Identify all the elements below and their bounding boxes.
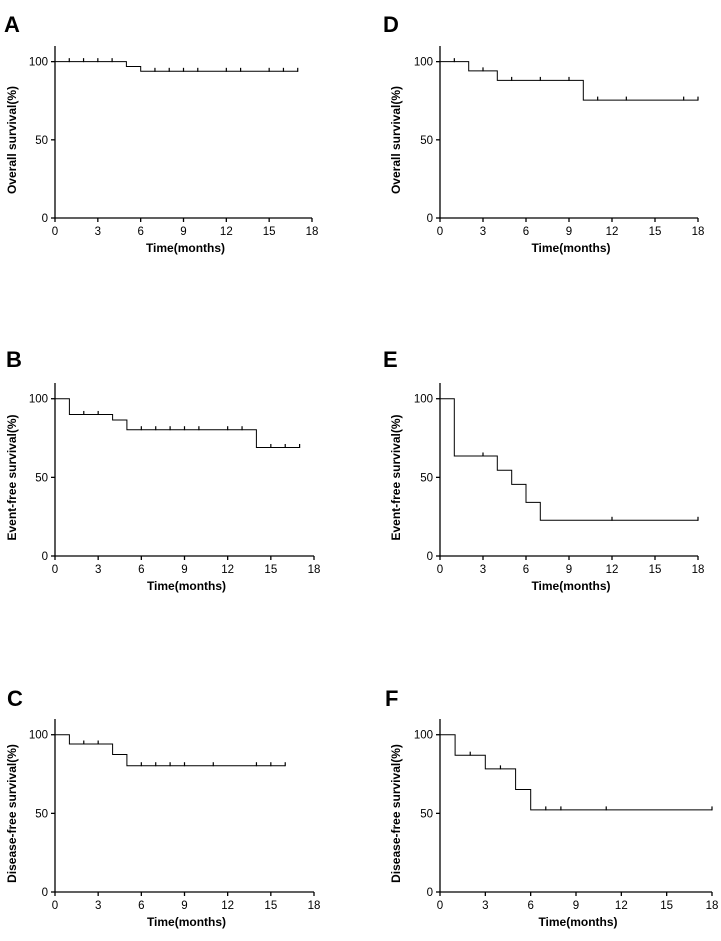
x-tick-label: 15 [264,564,277,576]
x-axis-title: Time(months) [147,915,226,929]
x-tick-label: 6 [137,226,143,238]
x-tick-label: 6 [527,900,533,912]
x-tick-label: 12 [221,900,234,912]
y-tick-label: 50 [420,808,433,820]
x-tick-label: 12 [615,900,628,912]
panel-letter: E [383,347,398,372]
y-axis-title: Event-free survival(%) [5,414,19,540]
x-tick-label: 15 [264,900,277,912]
y-tick-label: 100 [414,394,433,406]
x-tick-label: 12 [221,564,234,576]
y-tick-label: 100 [29,57,48,69]
y-axis-title: Disease-free survival(%) [389,744,403,883]
x-tick-label: 15 [263,226,276,238]
panel-letter: A [4,12,20,37]
x-tick-label: 0 [52,226,58,238]
chart-panel-f: F 0 3 6 9 12 15 18 0 50 100 Time(months) Disease-fre… [385,686,718,929]
y-tick-label: 0 [427,213,433,225]
panel-letter: F [385,686,398,711]
x-tick-label: 18 [692,564,705,576]
x-tick-label: 12 [220,226,233,238]
x-axis-title: Time(months) [531,579,610,593]
survival-curve [55,61,298,72]
y-axis-title: Disease-free survival(%) [5,744,19,883]
x-tick-label: 9 [566,564,572,576]
x-tick-label: 9 [180,226,186,238]
y-tick-label: 50 [35,808,48,820]
survival-curve [55,398,300,448]
survival-curve [440,398,698,521]
x-tick-label: 0 [437,900,443,912]
y-tick-label: 50 [35,135,48,147]
panel-letter: B [6,347,22,372]
x-tick-label: 15 [649,564,662,576]
x-tick-label: 3 [480,226,486,238]
x-tick-label: 0 [52,564,58,576]
x-axis-title: Time(months) [147,579,226,593]
y-tick-label: 0 [42,887,48,899]
y-tick-label: 100 [29,730,48,742]
x-tick-label: 18 [692,226,705,238]
x-axis-title: Time(months) [538,915,617,929]
x-tick-label: 6 [523,564,529,576]
x-tick-label: 18 [308,900,321,912]
chart-panel-e: E 0 3 6 9 12 15 18 0 50 100 Time(months) Event-free … [383,347,704,593]
x-tick-label: 0 [437,564,443,576]
y-axis-title: Overall survival(%) [389,86,403,194]
x-tick-label: 0 [437,226,443,238]
x-tick-label: 9 [573,900,579,912]
chart-panel-d: D 0 3 6 9 12 15 18 0 50 100 Time(months) Overall sur… [383,12,704,255]
x-tick-label: 15 [649,226,662,238]
x-tick-label: 3 [95,900,101,912]
chart-panel-c: C 0 3 6 9 12 15 18 0 50 100 Time(months) Disease-fre… [5,686,320,929]
x-tick-label: 3 [95,226,101,238]
chart-panel-b: B 0 3 6 9 12 15 18 0 50 100 Time(months) Event-free … [5,347,320,593]
x-tick-label: 15 [660,900,673,912]
x-tick-label: 3 [95,564,101,576]
y-tick-label: 0 [42,551,48,563]
x-axis-title: Time(months) [146,241,225,255]
x-tick-label: 9 [566,226,572,238]
x-tick-label: 9 [181,900,187,912]
y-tick-label: 50 [35,472,48,484]
x-tick-label: 6 [138,900,144,912]
x-tick-label: 0 [52,900,58,912]
x-tick-label: 18 [706,900,719,912]
chart-panel-a: A 0 3 6 9 12 15 18 0 50 100 Time(months) Overall sur… [4,12,318,255]
panel-letter: D [383,12,399,37]
survival-curve [440,734,712,811]
x-tick-label: 18 [308,564,321,576]
x-axis-title: Time(months) [531,241,610,255]
survival-curve [55,734,286,767]
y-tick-label: 0 [427,887,433,899]
x-tick-label: 6 [523,226,529,238]
y-tick-label: 50 [420,472,433,484]
panel-letter: C [7,686,23,711]
x-tick-label: 9 [181,564,187,576]
x-tick-label: 6 [138,564,144,576]
x-tick-label: 18 [306,226,319,238]
survival-curve [440,61,698,101]
y-axis-title: Overall survival(%) [5,86,19,194]
y-tick-label: 100 [414,730,433,742]
y-tick-label: 0 [427,551,433,563]
x-tick-label: 12 [606,226,619,238]
y-tick-label: 0 [42,213,48,225]
y-axis-title: Event-free survival(%) [389,414,403,540]
y-tick-label: 100 [414,57,433,69]
y-tick-label: 50 [420,135,433,147]
x-tick-label: 3 [480,564,486,576]
y-tick-label: 100 [29,394,48,406]
x-tick-label: 3 [482,900,488,912]
x-tick-label: 12 [606,564,619,576]
